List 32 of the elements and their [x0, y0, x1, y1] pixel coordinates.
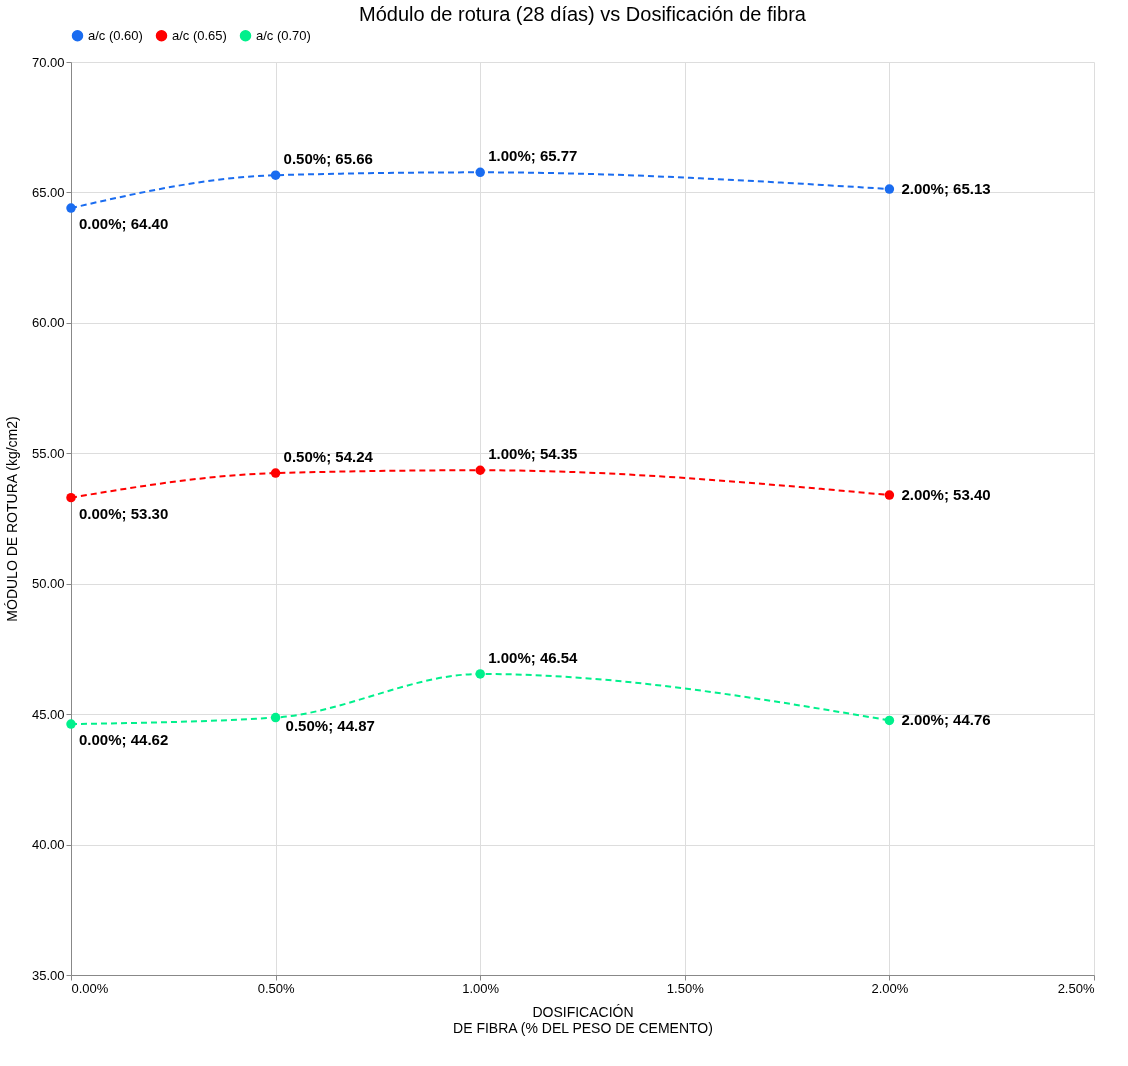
data-label: 0.50%; 54.24 [283, 448, 374, 466]
y-tick-label: 40.00 [31, 837, 65, 853]
y-tick-label: 50.00 [31, 576, 65, 592]
data-label: 1.00%; 54.35 [488, 445, 578, 463]
y-axis-title: MÓDULO DE ROTURA (kg/cm2) [3, 416, 20, 622]
legend-label: a/c (0.70) [256, 27, 311, 43]
chart-title: Módulo de rotura (28 días) vs Dosificación de fibra [359, 3, 807, 25]
x-tick-label: 1.50% [666, 980, 705, 996]
legend-label: a/c (0.65) [172, 27, 227, 43]
legend-label: a/c (0.60) [88, 27, 143, 43]
x-axis-title: DOSIFICACIÓN DE FIBRA (% DEL PESO DE CEMENTO) [453, 1003, 713, 1036]
y-tick-label: 55.00 [31, 445, 65, 461]
data-label: 0.00%; 44.62 [79, 731, 169, 749]
data-label: 2.00%; 44.76 [901, 711, 991, 729]
x-tick-label: 1.00% [462, 980, 500, 996]
y-tick-label: 35.00 [31, 967, 65, 983]
data-label: 0.00%; 53.30 [79, 504, 169, 522]
y-tick-label: 45.00 [31, 706, 65, 722]
x-tick-label: 0.00% [71, 980, 109, 996]
data-label: 2.00%; 65.13 [901, 180, 991, 198]
x-tick-label: 2.50% [1057, 980, 1095, 996]
data-label: 2.00%; 53.40 [901, 486, 991, 504]
x-tick-label: 0.50% [257, 980, 295, 996]
data-label: 1.00%; 65.77 [488, 147, 578, 165]
data-label: 0.50%; 44.87 [285, 716, 375, 734]
y-tick-label: 60.00 [31, 315, 65, 331]
data-label: 1.00%; 46.54 [488, 648, 579, 666]
y-tick-label: 70.00 [31, 54, 65, 70]
x-tick-label: 2.00% [871, 980, 909, 996]
data-label: 0.00%; 64.40 [79, 215, 169, 233]
data-label: 0.50%; 65.66 [283, 150, 373, 168]
y-tick-label: 65.00 [31, 184, 65, 200]
